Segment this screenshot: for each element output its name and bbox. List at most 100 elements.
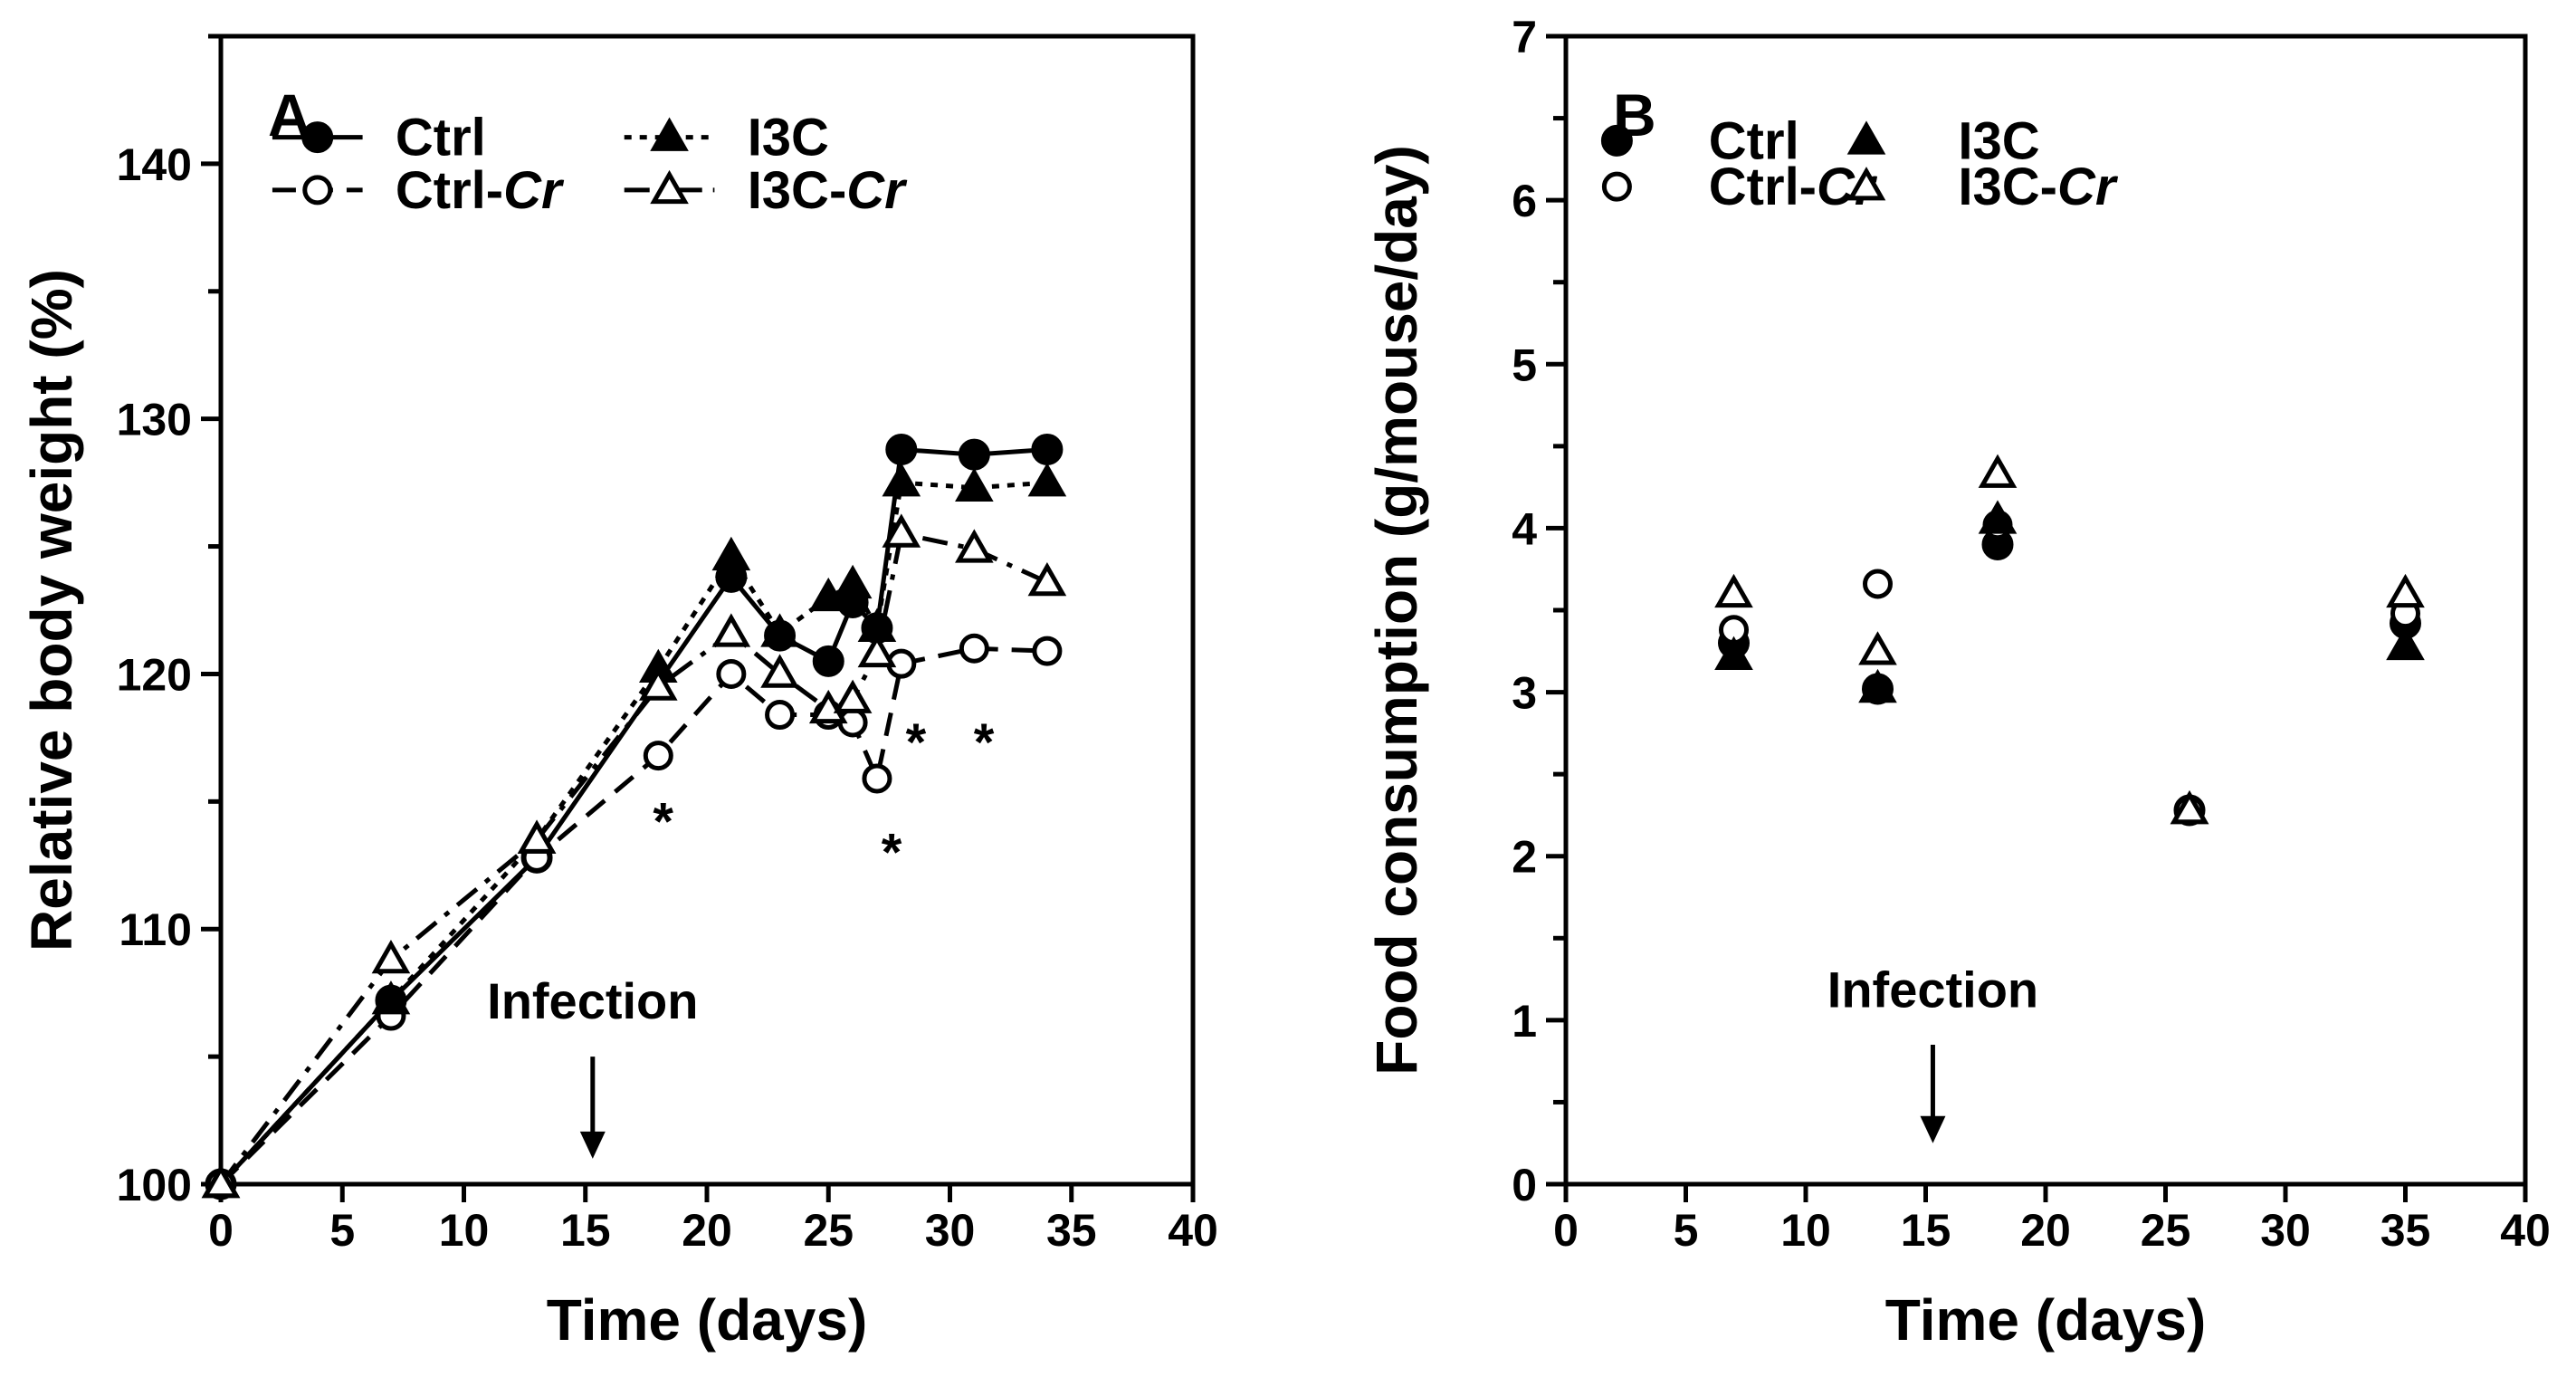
infection-arrow-head xyxy=(1920,1115,1946,1143)
legend-marker-ctrl xyxy=(1600,124,1633,157)
y-axis-title: Relative body weight (%) xyxy=(19,269,84,951)
x-tick-label: 30 xyxy=(2260,1205,2311,1256)
y-tick-label: 120 xyxy=(117,649,192,700)
data-point-i3c xyxy=(760,613,799,647)
x-tick-label: 15 xyxy=(560,1205,611,1256)
data-point-i3c-cr xyxy=(833,679,873,713)
data-point-i3c-cr xyxy=(955,529,994,563)
legend-marker-ctrl xyxy=(301,121,334,154)
significance-asterisk: * xyxy=(882,823,902,882)
x-tick-label: 30 xyxy=(925,1205,976,1256)
legend-label-ctrl-cr: Ctrl-Cr xyxy=(396,161,565,220)
data-point-ctrl-cr xyxy=(1863,569,1893,599)
infection-arrow-head xyxy=(579,1131,606,1159)
x-tick-label: 40 xyxy=(2500,1205,2551,1256)
panel-a: 0 5 10 15 20 25 30 35 40 100 110 120 130 140 Time (day… xyxy=(19,33,1218,1353)
x-tick-label: 15 xyxy=(1901,1205,1951,1256)
significance-asterisk: * xyxy=(974,713,995,772)
legend-marker-i3c xyxy=(650,117,689,151)
x-tick-label: 10 xyxy=(1780,1205,1831,1256)
data-point-i3c xyxy=(833,564,873,599)
data-point-i3c-cr xyxy=(1978,454,2018,488)
data-point-i3c-cr xyxy=(711,613,751,647)
data-point-i3c-cr xyxy=(2386,573,2425,608)
data-point-i3c-cr xyxy=(517,819,557,854)
x-tick-label: 25 xyxy=(803,1205,854,1256)
x-tick-label: 35 xyxy=(2380,1205,2431,1256)
data-point-ctrl xyxy=(812,645,844,677)
x-tick-label: 5 xyxy=(1674,1205,1699,1256)
data-point-i3c-cr xyxy=(1858,631,1897,665)
data-point-ctrl-cr xyxy=(862,763,892,794)
y-tick-label: 1 xyxy=(1512,996,1537,1047)
x-tick-label: 5 xyxy=(329,1205,355,1256)
data-point-i3c xyxy=(2386,626,2425,661)
x-axis-title: Time (days) xyxy=(1885,1287,2207,1353)
data-point-i3c xyxy=(1978,500,2018,534)
infection-label: Infection xyxy=(1827,961,2038,1018)
series-line-i3c-cr xyxy=(219,531,1048,1186)
data-point-ctrl-cr xyxy=(643,741,673,771)
data-point-i3c xyxy=(371,980,411,1015)
data-point-ctrl xyxy=(958,438,990,471)
data-point-ctrl-cr xyxy=(959,633,989,664)
x-tick-label: 20 xyxy=(682,1205,732,1256)
significance-asterisk: * xyxy=(653,793,673,852)
data-point-ctrl-cr xyxy=(1032,636,1063,666)
data-point-i3c xyxy=(882,463,921,497)
y-tick-label: 7 xyxy=(1512,12,1537,62)
legend-label-i3c-cr: I3C-Cr xyxy=(748,161,908,220)
data-point-i3c-cr xyxy=(371,939,411,974)
x-tick-label: 40 xyxy=(1168,1205,1218,1256)
legend-marker-i3c-cr xyxy=(650,169,689,205)
x-axis-title: Time (days) xyxy=(547,1287,868,1353)
data-point-i3c xyxy=(711,536,751,571)
legend-marker-i3c-cr xyxy=(1846,167,1886,201)
data-point-i3c-cr xyxy=(882,513,921,548)
x-tick-label: 10 xyxy=(439,1205,490,1256)
data-point-i3c xyxy=(1858,668,1897,703)
data-point-ctrl xyxy=(885,433,918,465)
series-line-ctrl xyxy=(219,446,1048,1186)
legend-marker-ctrl-cr xyxy=(302,175,333,206)
data-point-i3c xyxy=(1027,463,1067,497)
x-tick-label: 0 xyxy=(1553,1205,1579,1256)
y-tick-label: 3 xyxy=(1512,668,1537,719)
legend-label-ctrl: Ctrl xyxy=(1709,111,1799,170)
data-point-i3c-cr xyxy=(1027,561,1067,597)
panel-b: 0 5 10 15 20 25 30 35 40 0 1 2 3 4 5 6 7 Time (days) Food … xyxy=(1364,12,2551,1353)
data-point-ctrl-cr xyxy=(765,700,796,731)
y-tick-label: 6 xyxy=(1512,176,1537,226)
y-tick-label: 100 xyxy=(117,1160,192,1210)
data-point-ctrl-cr xyxy=(716,658,747,689)
data-point-ctrl xyxy=(1031,433,1064,465)
data-point-i3c-cr xyxy=(638,666,678,701)
y-tick-label: 130 xyxy=(117,395,192,445)
x-tick-label: 0 xyxy=(208,1205,234,1256)
x-tick-label: 20 xyxy=(2020,1205,2071,1256)
data-point-i3c-cr xyxy=(2170,789,2209,825)
series-line-i3c xyxy=(219,480,1048,1186)
legend-marker-i3c xyxy=(1846,120,1886,155)
data-point-i3c-cr xyxy=(760,654,799,688)
y-tick-label: 110 xyxy=(119,904,192,955)
legend-label-i3c: I3C xyxy=(748,109,829,167)
legend-label-i3c-cr: I3C-Cr xyxy=(1958,158,2118,216)
y-tick-label: 4 xyxy=(1512,503,1537,554)
legend-label-i3c: I3C xyxy=(1958,111,2039,170)
y-tick-label: 0 xyxy=(1512,1160,1537,1210)
data-point-i3c xyxy=(955,467,994,502)
x-tick-label: 35 xyxy=(1046,1205,1097,1256)
legend-label-ctrl-cr: Ctrl-Cr xyxy=(1709,158,1878,216)
y-tick-label: 2 xyxy=(1512,832,1537,883)
data-point-i3c-cr xyxy=(201,1163,241,1199)
significance-asterisk: * xyxy=(906,713,927,772)
legend-label-ctrl: Ctrl xyxy=(396,109,486,167)
y-tick-label: 5 xyxy=(1512,339,1537,390)
legend-marker-ctrl-cr xyxy=(1601,171,1632,202)
y-axis-title: Food consumption (g/mouse/day) xyxy=(1364,145,1429,1076)
data-point-i3c-cr xyxy=(808,689,848,724)
data-point-i3c-cr xyxy=(857,633,897,668)
data-point-i3c xyxy=(1714,636,1753,670)
